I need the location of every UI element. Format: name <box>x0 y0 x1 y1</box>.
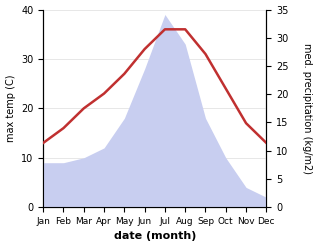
X-axis label: date (month): date (month) <box>114 231 196 242</box>
Y-axis label: max temp (C): max temp (C) <box>5 75 16 142</box>
Y-axis label: med. precipitation (kg/m2): med. precipitation (kg/m2) <box>302 43 313 174</box>
